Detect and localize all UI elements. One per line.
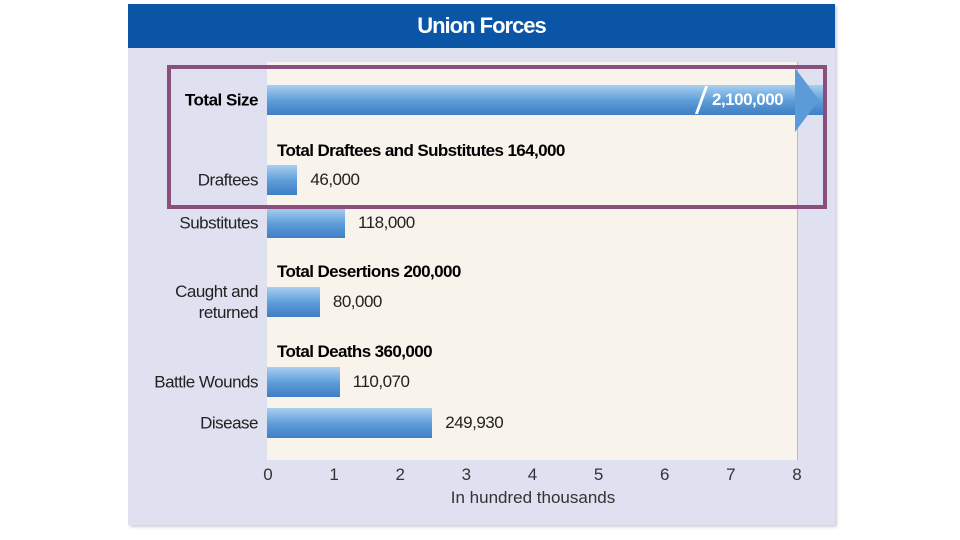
plot-area: [267, 62, 798, 460]
annotation: Total Deaths 360,000: [277, 342, 433, 361]
bar: [267, 287, 320, 317]
value-label: 2,100,000: [712, 90, 784, 109]
x-tick-label: 2: [395, 465, 405, 484]
bar: [267, 208, 346, 238]
bar: [267, 367, 340, 397]
x-tick-label: 4: [527, 465, 538, 484]
x-tick-label: 6: [660, 465, 670, 484]
bar: [267, 165, 298, 195]
bar-area: [267, 62, 827, 460]
chart-title: Union Forces: [128, 4, 835, 48]
category-label: Draftees: [197, 170, 259, 190]
x-tick-label: 7: [726, 465, 736, 484]
annotation: Total Desertions 200,000: [277, 262, 461, 281]
x-tick-label: 1: [329, 465, 339, 484]
bar: [267, 85, 827, 115]
value-label: 249,930: [445, 413, 504, 432]
value-label: 118,000: [358, 213, 415, 232]
x-tick-label: 0: [263, 465, 273, 484]
x-tick-label: 8: [792, 465, 802, 484]
x-tick-label: 5: [593, 465, 604, 484]
value-label: 80,000: [332, 292, 383, 311]
bar-arrow: [795, 68, 819, 132]
annotation: Total Draftees and Substitutes 164,000: [277, 141, 565, 160]
highlight-box: [167, 65, 827, 209]
category-label: Battle Wounds: [154, 372, 258, 392]
category-label: Caught and returned: [175, 282, 258, 322]
category-label: Total Size: [184, 90, 259, 110]
category-label: Substitutes: [179, 213, 258, 233]
x-axis-label: In hundred thousands: [450, 488, 616, 507]
value-label: 46,000: [310, 170, 360, 189]
bar: [267, 408, 433, 438]
value-label: 110,070: [352, 372, 410, 391]
x-tick-label: 3: [461, 465, 472, 484]
category-label: Disease: [200, 413, 258, 433]
